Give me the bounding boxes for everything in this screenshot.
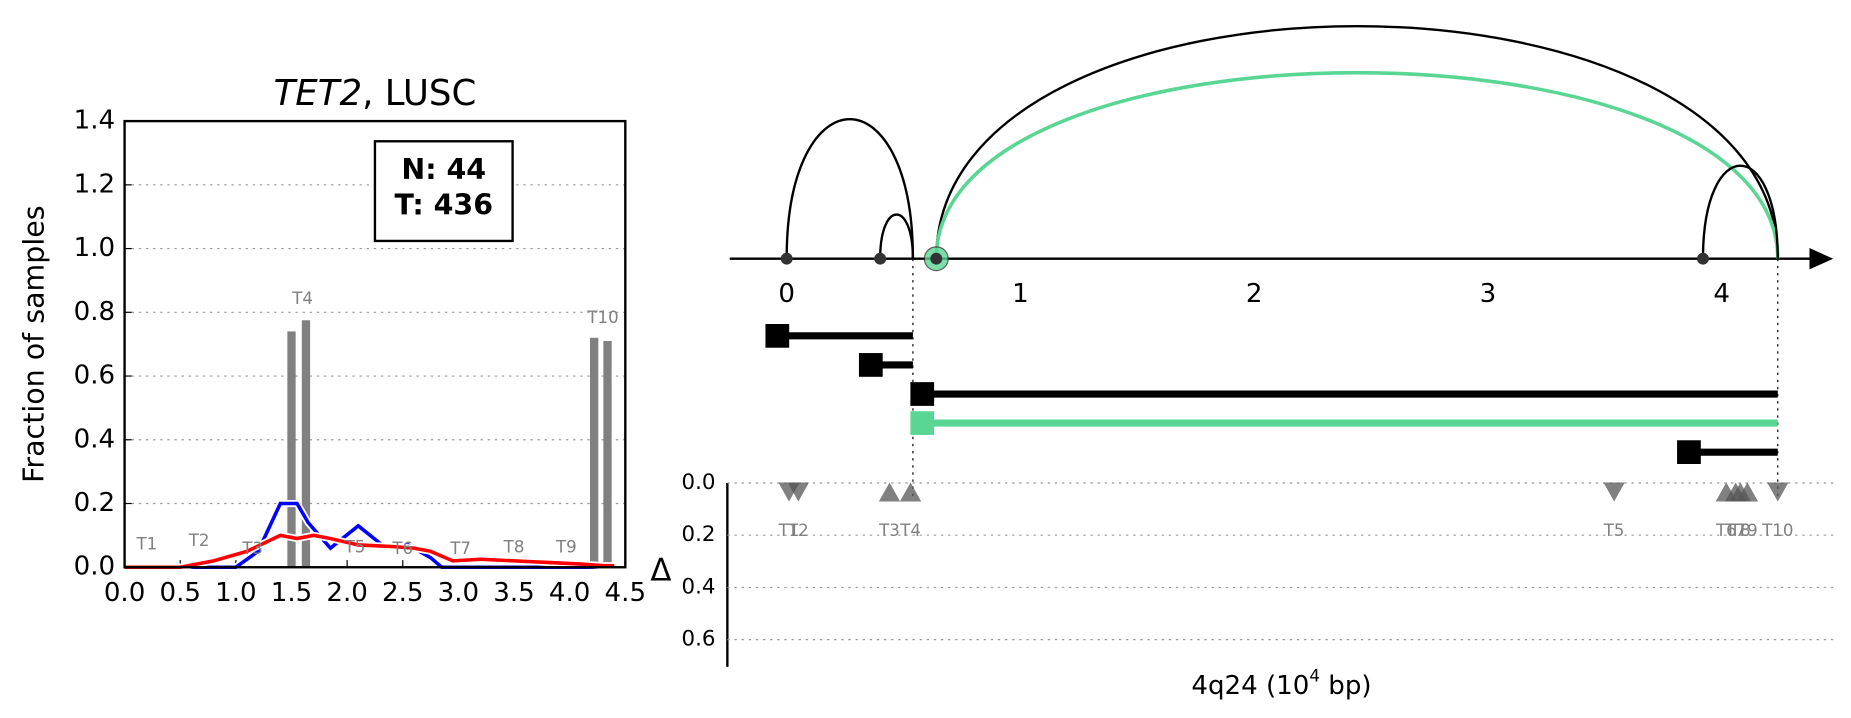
- info-box: [373, 140, 514, 243]
- x-tick-label: 0: [778, 279, 795, 309]
- transcript-start: [1677, 440, 1701, 465]
- delta-marker: [1767, 482, 1789, 502]
- y-tick-label: 0.0: [74, 552, 116, 582]
- x-tick-label: 4.5: [605, 578, 647, 608]
- bar: [603, 340, 612, 568]
- marker-label: T8: [1729, 521, 1751, 540]
- x-tick-label: 3: [1480, 279, 1497, 309]
- bar: [287, 331, 296, 568]
- info-text: T: 436: [394, 189, 493, 222]
- x-tick-label: 1.5: [271, 578, 313, 608]
- marker-label: T10: [1761, 521, 1793, 540]
- delta-marker: [787, 482, 810, 502]
- y-tick-label: 0.6: [74, 361, 116, 391]
- arc: [878, 213, 915, 259]
- delta-marker: [878, 482, 901, 502]
- arc: [935, 25, 1779, 259]
- y-tick-label: 0.6: [682, 627, 716, 652]
- peak-label: T9: [555, 538, 577, 557]
- info-text: N: 44: [401, 153, 486, 186]
- marker-label: T4: [899, 521, 921, 540]
- marker-label: T1: [778, 521, 800, 540]
- arc: [934, 71, 1780, 259]
- y-tick-label: 1.2: [74, 169, 116, 199]
- node: [874, 252, 887, 265]
- y-tick-label: 0.0: [682, 470, 716, 495]
- xlabel-sup: 4: [1309, 666, 1320, 685]
- line: [124, 501, 615, 570]
- delta-label: Δ: [650, 552, 671, 588]
- axis-arrow: [1809, 248, 1834, 270]
- peak-label: T8: [503, 538, 525, 557]
- y-tick-label: 0.2: [682, 522, 716, 547]
- xlabel-base: 4q24 (10: [1191, 670, 1309, 700]
- y-tick-label: 0.2: [74, 488, 116, 518]
- peak-label: T6: [391, 539, 413, 558]
- transcript-start: [910, 411, 935, 435]
- transcript-start: [858, 353, 883, 377]
- peak-label: T5: [344, 538, 366, 557]
- peak-label: T2: [188, 531, 210, 550]
- x-tick-label: 2.0: [326, 578, 368, 608]
- peak-label: T4: [291, 289, 313, 308]
- y-tick-label: 1.0: [74, 233, 116, 263]
- marker-label: T2: [787, 521, 809, 540]
- title-rest: , LUSC: [362, 73, 476, 114]
- delta-marker: [1603, 482, 1625, 502]
- bar: [589, 337, 599, 568]
- transcript-start: [910, 382, 935, 406]
- arc: [1701, 164, 1779, 259]
- x-tick-label: 2: [1246, 279, 1263, 309]
- node: [930, 252, 943, 265]
- y-axis-label: Fraction of samples: [18, 205, 51, 483]
- marker-label: T3: [878, 521, 900, 540]
- bar: [301, 320, 311, 568]
- title-gene: TET2: [274, 73, 363, 114]
- right-xlabel: 4q24 (104 bp): [1191, 666, 1371, 700]
- x-tick-label: 0.0: [104, 578, 146, 608]
- marker-label: T9: [1736, 521, 1758, 540]
- transcript-start: [765, 323, 790, 348]
- x-tick-label: 1: [1012, 279, 1029, 309]
- delta-marker: [1736, 482, 1759, 502]
- arc: [785, 118, 915, 259]
- peak-label: T7: [449, 539, 471, 558]
- peak-label: T3: [241, 539, 263, 558]
- marker-label: T6: [1715, 521, 1737, 540]
- plot-frame: [123, 119, 627, 569]
- y-tick-label: 0.8: [74, 297, 116, 327]
- marker-label: T5: [1603, 521, 1625, 540]
- marker-label: T7: [1724, 521, 1746, 540]
- left-title: TET2, LUSC: [274, 73, 477, 114]
- line: [124, 533, 615, 570]
- x-tick-label: 0.5: [159, 578, 201, 608]
- x-tick-label: 1.0: [215, 578, 257, 608]
- peak-label: T1: [135, 534, 157, 553]
- x-tick-label: 2.5: [382, 578, 424, 608]
- peak-label: T10: [586, 308, 618, 327]
- x-tick-label: 3.0: [438, 578, 480, 608]
- x-tick-label: 4.0: [549, 578, 591, 608]
- y-tick-label: 0.4: [74, 424, 116, 454]
- x-tick-label: 4: [1713, 279, 1730, 309]
- x-tick-label: 3.5: [493, 578, 535, 608]
- y-tick-label: 0.4: [682, 574, 716, 599]
- xlabel-unit: bp): [1320, 670, 1372, 700]
- y-tick-label: 1.4: [74, 106, 116, 136]
- delta-marker: [899, 482, 922, 502]
- node: [1697, 252, 1709, 265]
- node: [780, 252, 793, 265]
